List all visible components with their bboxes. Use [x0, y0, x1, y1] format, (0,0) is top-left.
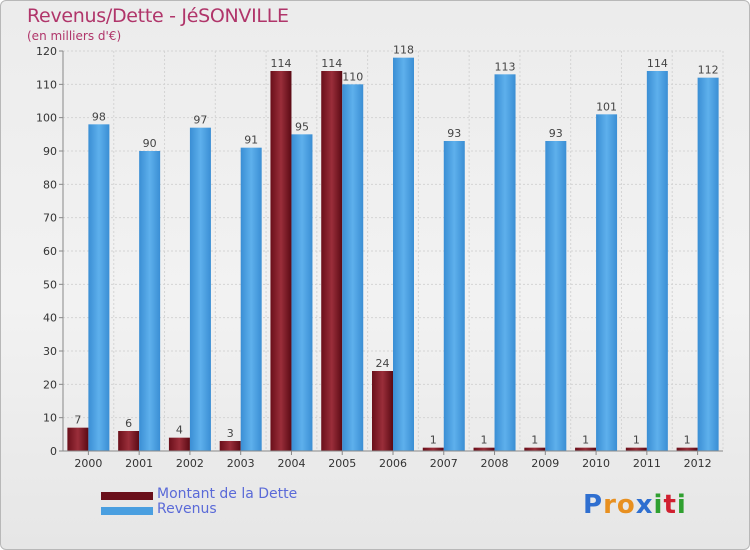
debt-data-label: 4 [176, 424, 183, 437]
revenue-data-label: 110 [342, 70, 363, 83]
y-tick-label: 20 [43, 378, 57, 391]
debt-bar [219, 441, 241, 451]
debt-data-label: 114 [270, 57, 291, 70]
debt-data-label: 24 [376, 357, 390, 370]
revenue-bar [393, 57, 414, 452]
debt-data-label: 1 [582, 434, 589, 447]
x-tick-label: 2010 [582, 457, 610, 470]
revenue-bar [88, 124, 110, 451]
x-tick-label: 2007 [430, 457, 458, 470]
logo-letter: r [603, 490, 617, 520]
x-tick-label: 2000 [74, 457, 102, 470]
debt-data-label: 6 [125, 417, 132, 430]
y-tick-label: 120 [36, 45, 57, 58]
debt-bar [625, 447, 647, 451]
debt-data-label: 7 [74, 414, 81, 427]
debt-bar [270, 71, 292, 451]
revenue-bar [139, 151, 161, 451]
y-tick-label: 30 [43, 345, 57, 358]
revenue-bar [342, 84, 364, 451]
axis-layer: 0 10 20 30 40 50 60 70 80 90 100 110 120 2000 2001 2002… [36, 45, 723, 470]
revenue-data-label: 118 [393, 44, 414, 57]
debt-data-label: 114 [321, 57, 342, 70]
debt-bar [524, 447, 546, 451]
revenue-bar [697, 77, 719, 452]
revenue-bar [545, 141, 567, 451]
logo-letter: o [616, 490, 636, 520]
y-tick-label: 60 [43, 245, 57, 258]
y-tick-label: 90 [43, 145, 57, 158]
revenue-data-label: 112 [698, 64, 719, 77]
x-tick-label: 2003 [227, 457, 255, 470]
revenue-data-label: 93 [447, 127, 461, 140]
y-tick-label: 70 [43, 212, 57, 225]
revenue-data-label: 98 [92, 110, 106, 123]
revenue-bar [443, 141, 465, 451]
y-tick-label: 50 [43, 278, 57, 291]
debt-data-label: 1 [531, 434, 538, 447]
debt-bar [422, 447, 444, 451]
logo-letter: x [635, 490, 654, 520]
chart-title: Revenus/Dette - JéSONVILLE [27, 5, 289, 27]
legend-swatch-revenue [101, 507, 153, 515]
y-tick-label: 0 [50, 445, 57, 458]
y-tick-label: 10 [43, 412, 57, 425]
logo-letter: i [676, 490, 687, 520]
debt-bar [67, 427, 89, 451]
x-tick-label: 2004 [277, 457, 305, 470]
logo-letter: P [583, 490, 604, 520]
debt-bar [676, 447, 698, 451]
y-tick-label: 100 [36, 112, 57, 125]
debt-bar [118, 431, 140, 451]
debt-data-label: 1 [481, 434, 488, 447]
revenue-data-label: 97 [193, 114, 207, 127]
debt-bar [473, 447, 495, 451]
logo-letter: t [663, 490, 677, 520]
proxiti-logo: Proxiti [583, 490, 687, 520]
x-tick-label: 2005 [328, 457, 356, 470]
debt-bar [575, 447, 597, 451]
revenue-bar [646, 71, 668, 451]
chart-subtitle: (en milliers d'€) [27, 29, 122, 43]
debt-data-label: 1 [684, 434, 691, 447]
debt-data-label: 1 [430, 434, 437, 447]
revenue-data-label: 90 [143, 137, 157, 150]
revenue-data-label: 95 [295, 120, 309, 133]
x-tick-label: 2012 [684, 457, 712, 470]
debt-bar [168, 437, 190, 451]
x-tick-label: 2009 [531, 457, 559, 470]
debt-data-label: 3 [227, 427, 234, 440]
x-tick-label: 2008 [481, 457, 509, 470]
revenue-data-label: 91 [244, 134, 258, 147]
debt-data-label: 1 [633, 434, 640, 447]
x-tick-label: 2006 [379, 457, 407, 470]
debt-bar [372, 371, 393, 451]
debt-bar [321, 71, 343, 451]
revenue-bar [189, 127, 211, 452]
revenue-data-label: 113 [495, 60, 516, 73]
legend-label-revenue: Revenus [157, 501, 217, 517]
y-tick-label: 110 [36, 78, 57, 91]
y-tick-label: 40 [43, 312, 57, 325]
x-tick-label: 2001 [125, 457, 153, 470]
logo-letter: i [653, 490, 664, 520]
grid-layer [62, 50, 724, 452]
y-tick-label: 80 [43, 178, 57, 191]
revenue-bar [240, 147, 262, 451]
revenue-data-label: 93 [549, 127, 563, 140]
revenue-bar [494, 74, 516, 451]
x-tick-label: 2011 [633, 457, 661, 470]
revenue-data-label: 101 [596, 100, 617, 113]
revenue-data-label: 114 [647, 57, 668, 70]
x-tick-label: 2002 [176, 457, 204, 470]
revenue-bar [291, 134, 313, 452]
legend-label-debt: Montant de la Dette [157, 486, 298, 502]
bars-layer: 7986904973911149511411024118193111319311… [67, 44, 719, 452]
revenue-bar [596, 114, 618, 451]
legend-swatch-debt [101, 492, 153, 500]
